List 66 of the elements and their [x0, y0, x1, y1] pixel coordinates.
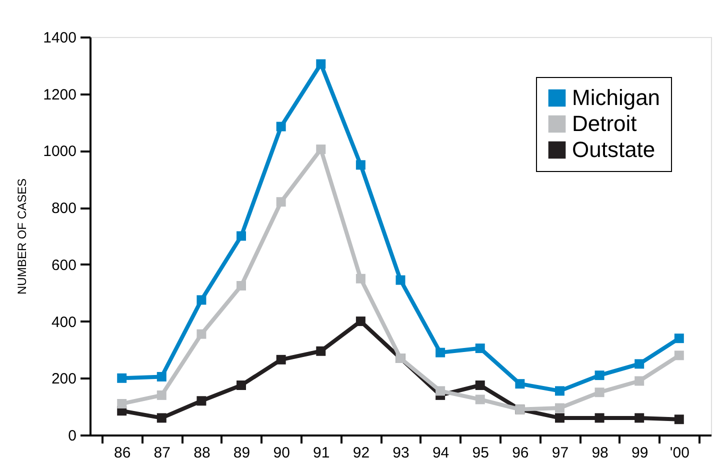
x-tick-label: 87: [154, 444, 170, 462]
y-tick-label: 800: [51, 200, 76, 218]
x-tick-label: 89: [233, 444, 250, 462]
point: [515, 379, 525, 389]
x-tick-label: '00: [670, 444, 690, 462]
point: [436, 386, 446, 396]
point: [674, 350, 684, 360]
y-tick-label: 600: [51, 256, 76, 274]
point: [316, 59, 326, 69]
point: [634, 359, 644, 369]
legend-label: Michigan: [572, 85, 660, 110]
point: [276, 197, 286, 207]
x-tick-label: 99: [632, 444, 648, 462]
point: [634, 376, 644, 386]
point: [475, 344, 485, 354]
point: [594, 370, 604, 380]
point: [156, 413, 166, 423]
x-tick-label: 93: [392, 444, 410, 462]
point: [276, 122, 286, 132]
x-tick-label: 90: [273, 444, 290, 462]
x-tick-label: 95: [472, 444, 489, 462]
point: [356, 316, 366, 326]
x-tick-label: 91: [313, 444, 330, 462]
point: [117, 373, 127, 383]
point: [356, 160, 366, 170]
point: [156, 372, 166, 382]
point: [475, 380, 485, 390]
legend-label: Detroit: [572, 111, 637, 136]
point: [396, 275, 406, 285]
point: [674, 334, 684, 344]
y-tick-label: 1400: [43, 30, 76, 46]
point: [117, 398, 127, 408]
y-tick-label: 200: [51, 370, 76, 388]
point: [196, 396, 206, 406]
y-axis-title: NUMBER OF CASES: [15, 178, 30, 295]
x-tick-label: 97: [552, 444, 569, 462]
point: [356, 274, 366, 284]
point: [554, 386, 564, 396]
point: [634, 413, 644, 423]
y-tick-label: 1200: [43, 86, 76, 104]
point: [594, 388, 604, 398]
point: [156, 390, 166, 400]
y-tick-label: 400: [51, 314, 76, 331]
x-tick-label: 98: [592, 444, 608, 462]
point: [475, 394, 485, 404]
point: [236, 281, 246, 290]
point: [236, 380, 246, 390]
x-tick-label: 94: [432, 444, 450, 462]
point: [316, 144, 326, 154]
point: [196, 329, 206, 339]
y-tick-label: 1000: [43, 143, 76, 160]
x-tick-label: 88: [194, 444, 210, 462]
point: [236, 231, 246, 241]
point: [196, 295, 206, 305]
point: [316, 346, 326, 356]
x-tick-label: 92: [352, 444, 370, 462]
x-tick-label: 96: [512, 444, 529, 462]
point: [674, 414, 684, 424]
legend-label: Outstate: [572, 137, 656, 162]
point: [276, 354, 286, 364]
point: [554, 403, 564, 413]
point: [436, 348, 446, 358]
y-tick-label: 0: [68, 428, 76, 444]
point: [594, 413, 604, 423]
point: [554, 413, 564, 423]
x-tick-label: 86: [114, 444, 131, 462]
